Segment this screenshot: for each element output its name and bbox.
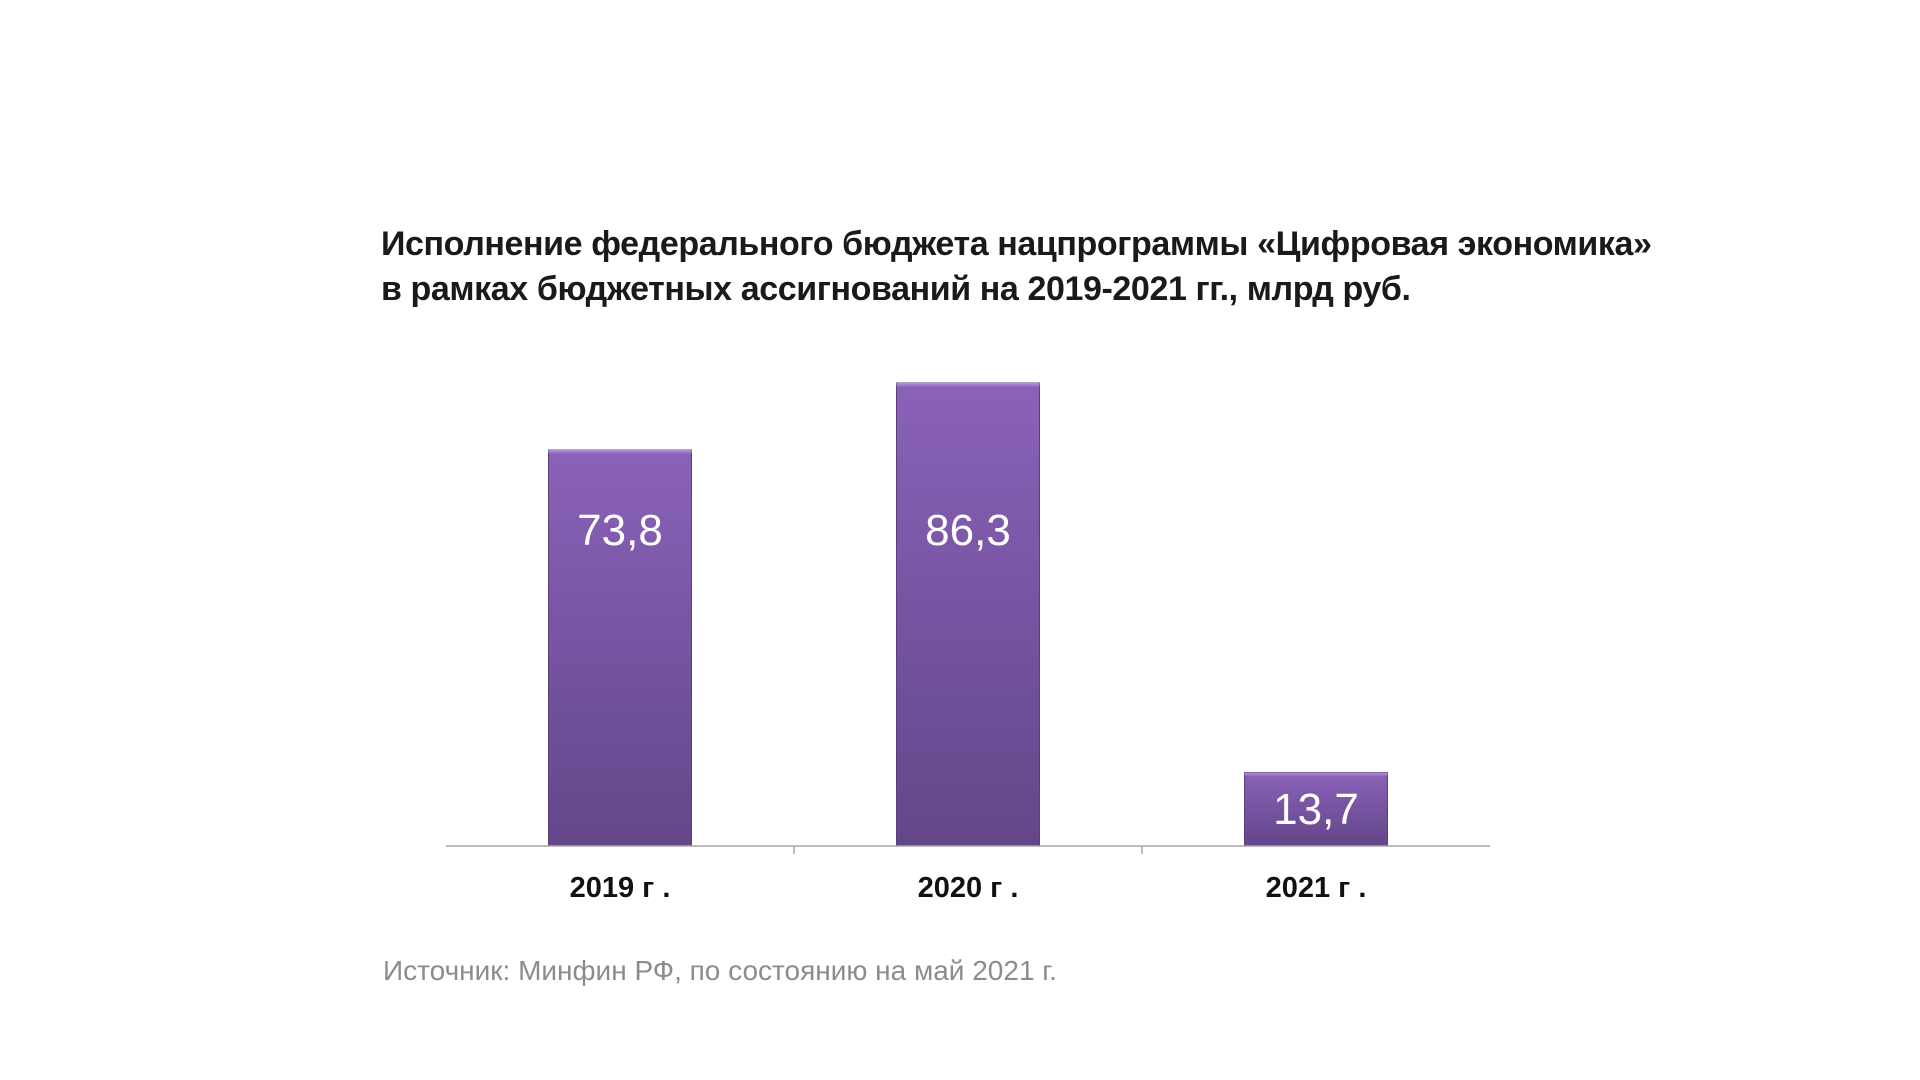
bar-1	[548, 449, 692, 847]
data-label-1: 73,8	[577, 506, 663, 555]
data-label-2: 86,3	[925, 506, 1011, 555]
chart-title: Исполнение федерального бюджета нацпрогр…	[381, 222, 1781, 312]
bar-2	[896, 382, 1040, 847]
source-note: Источник: Минфин РФ, по состоянию на май…	[383, 955, 1057, 986]
x-axis	[446, 845, 1490, 854]
bar-top-highlight	[896, 383, 1040, 387]
bar-top-highlight	[548, 450, 692, 455]
bar-3	[1244, 771, 1388, 847]
x-tick-label-1: 2019 г .	[570, 872, 671, 904]
bars-layer	[548, 382, 1388, 847]
x-tick-label-3: 2021 г .	[1266, 872, 1367, 904]
labels-layer: 73,8 2019 г . 86,3 2020 г . 13,7 2021 г .	[570, 506, 1367, 904]
bar-top-highlight	[1244, 772, 1388, 777]
x-tick-label-2: 2020 г .	[918, 872, 1019, 904]
chart-title-line-2: в рамках бюджетных ассигнований на 2019-…	[381, 270, 1411, 308]
chart-title-line-1: Исполнение федерального бюджета нацпрогр…	[381, 225, 1652, 263]
data-label-3: 13,7	[1273, 785, 1359, 834]
